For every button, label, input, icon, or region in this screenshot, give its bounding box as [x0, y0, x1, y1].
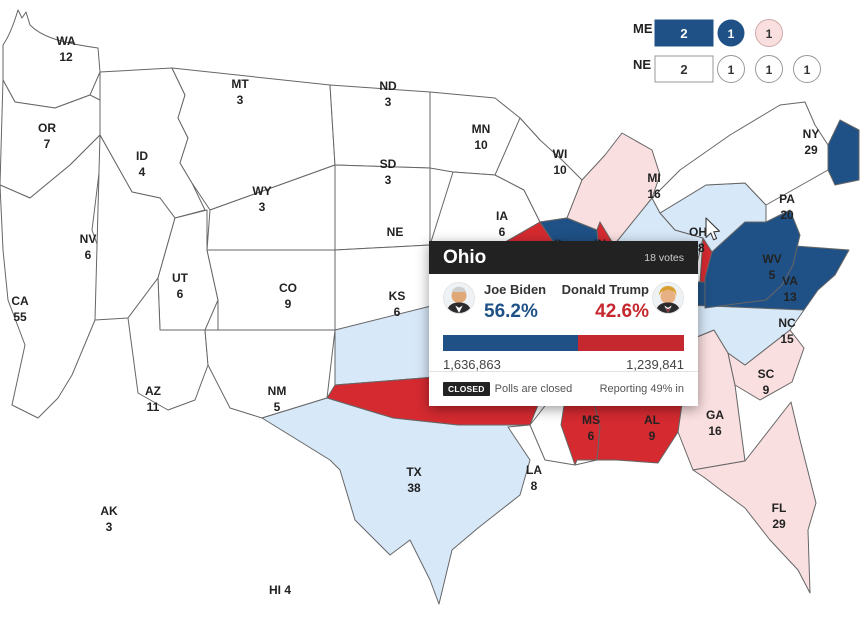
svg-text:6: 6: [499, 225, 506, 239]
svg-text:1: 1: [728, 63, 735, 77]
svg-text:6: 6: [85, 248, 92, 262]
svg-text:9: 9: [285, 297, 292, 311]
svg-text:1: 1: [766, 27, 773, 41]
svg-text:55: 55: [13, 310, 27, 324]
svg-text:OR: OR: [38, 121, 56, 135]
svg-text:16: 16: [647, 187, 661, 201]
svg-text:12: 12: [59, 50, 73, 64]
svg-text:WA: WA: [56, 34, 76, 48]
svg-text:GA: GA: [706, 408, 724, 422]
svg-text:MT: MT: [231, 77, 249, 91]
svg-text:4: 4: [139, 165, 146, 179]
svg-text:7: 7: [44, 137, 51, 151]
svg-text:CA: CA: [11, 294, 29, 308]
svg-text:WI: WI: [553, 147, 568, 161]
svg-text:UT: UT: [172, 271, 189, 285]
svg-text:NE: NE: [633, 57, 651, 72]
svg-text:38: 38: [407, 481, 421, 495]
svg-text:AZ: AZ: [145, 384, 161, 398]
svg-text:11: 11: [147, 400, 160, 414]
svg-text:9: 9: [649, 429, 656, 443]
svg-text:1: 1: [804, 63, 811, 77]
svg-text:3: 3: [385, 173, 392, 187]
svg-text:29: 29: [804, 143, 818, 157]
svg-text:NY: NY: [803, 127, 820, 141]
svg-text:16: 16: [708, 424, 722, 438]
svg-text:VA: VA: [782, 274, 798, 288]
svg-text:6: 6: [394, 305, 401, 319]
svg-text:SD: SD: [380, 157, 397, 171]
svg-text:SC: SC: [758, 367, 775, 381]
svg-text:MN: MN: [472, 122, 491, 136]
svg-text:3: 3: [385, 95, 392, 109]
svg-text:15: 15: [780, 332, 794, 346]
svg-text:3: 3: [106, 520, 113, 534]
svg-text:TX: TX: [406, 465, 421, 479]
svg-text:NC: NC: [778, 316, 796, 330]
svg-text:NE: NE: [387, 225, 404, 239]
svg-text:NM: NM: [268, 384, 287, 398]
svg-text:1: 1: [766, 63, 773, 77]
svg-text:3: 3: [237, 93, 244, 107]
svg-text:6: 6: [177, 287, 184, 301]
svg-text:5: 5: [769, 268, 776, 282]
svg-text:AK: AK: [100, 504, 118, 518]
svg-text:2: 2: [680, 26, 687, 41]
svg-text:LA: LA: [526, 463, 542, 477]
svg-text:6: 6: [588, 429, 595, 443]
svg-text:10: 10: [553, 163, 567, 177]
svg-text:ND: ND: [379, 79, 397, 93]
svg-text:PA: PA: [779, 192, 795, 206]
svg-text:AL: AL: [644, 413, 660, 427]
svg-text:9: 9: [763, 383, 770, 397]
svg-text:ID: ID: [136, 149, 148, 163]
svg-text:IA: IA: [496, 209, 508, 223]
svg-text:3: 3: [259, 200, 266, 214]
svg-text:KS: KS: [389, 289, 406, 303]
svg-text:10: 10: [474, 138, 488, 152]
svg-text:WV: WV: [762, 252, 781, 266]
svg-text:8: 8: [531, 479, 538, 493]
svg-text:MS: MS: [582, 413, 600, 427]
svg-text:29: 29: [772, 517, 786, 531]
svg-text:1: 1: [728, 27, 735, 41]
svg-text:FL: FL: [772, 501, 787, 515]
svg-text:HI 4: HI 4: [269, 583, 291, 597]
svg-text:CO: CO: [279, 281, 297, 295]
svg-text:ME: ME: [633, 21, 653, 36]
svg-text:13: 13: [783, 290, 797, 304]
svg-text:2: 2: [680, 62, 687, 77]
svg-text:WY: WY: [252, 184, 271, 198]
svg-text:MI: MI: [647, 171, 660, 185]
svg-text:20: 20: [780, 208, 794, 222]
svg-text:5: 5: [274, 400, 281, 414]
svg-text:NV: NV: [80, 232, 97, 246]
svg-text:OH: OH: [689, 225, 707, 239]
